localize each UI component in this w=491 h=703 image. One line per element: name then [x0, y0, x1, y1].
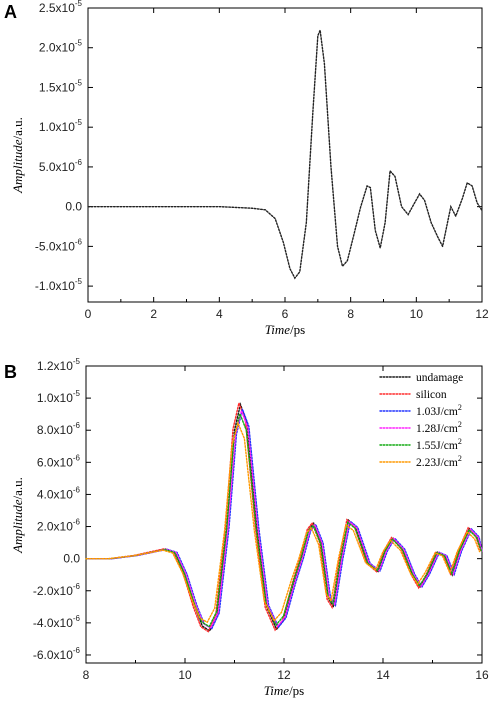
- series-line-1: [85, 402, 483, 632]
- panel-letter-a: A: [4, 2, 17, 22]
- y-axis-title-a-main: Amplitude: [10, 139, 25, 194]
- legend-label: undamage: [416, 372, 463, 384]
- x-tick-labels-a: 0 2 4 6 8 10 12: [85, 307, 489, 321]
- legend-b: undamage silicon 1.03J/cm2 1.28J/cm2 1.55J/c…: [379, 372, 463, 469]
- x-tick-label-a: 12: [475, 307, 489, 321]
- series-group-a: [87, 27, 483, 280]
- series-line-4: [86, 408, 483, 630]
- y-tick-label-b: -4.0x10-6: [33, 614, 81, 630]
- legend-label: 1.55J/cm2: [416, 437, 462, 452]
- y-tick-label-b: 1.2x10-5: [37, 357, 81, 373]
- y-tick-label-b: 1.0x10-5: [37, 389, 81, 405]
- x-axis-title-b: Time/ps: [264, 683, 304, 698]
- x-tick-label-a: 10: [410, 307, 424, 321]
- y-tick-label-b: 2.0x10-6: [37, 518, 81, 534]
- y-axis-title-a: Amplitude/a.u.: [10, 117, 25, 194]
- series-line-a: [87, 27, 483, 280]
- x-axis-title-b-main: Time: [264, 683, 290, 698]
- x-axis-title-b-unit: /ps: [289, 683, 304, 698]
- x-tick-label-b: 10: [178, 668, 192, 682]
- legend-label: silicon: [416, 389, 447, 401]
- x-tick-label-b: 12: [277, 668, 291, 682]
- y-tick-label-b: 4.0x10-6: [37, 485, 81, 501]
- y-tick-label-b: -6.0x10-6: [33, 646, 81, 662]
- y-axis-title-b-main: Amplitude: [10, 499, 25, 554]
- y-tick-label-a: -1.0x10-5: [35, 277, 83, 293]
- y-tick-label-b: -2.0x10-6: [33, 582, 81, 598]
- plot-frame-a: [87, 7, 483, 303]
- x-tick-labels-b: 8 10 12 14 16: [83, 668, 489, 682]
- legend-label: 1.03J/cm2: [416, 403, 462, 418]
- y-tick-label-b: 8.0x10-6: [37, 421, 81, 437]
- legend-label: 2.23J/cm2: [416, 454, 462, 469]
- x-tick-label-b: 16: [475, 668, 489, 682]
- x-axis-title-a: Time/ps: [265, 322, 305, 337]
- y-axis-title-b-unit: /a.u.: [10, 477, 25, 499]
- series-group-b: [85, 400, 483, 633]
- y-tick-label-a: 2.5x10-5: [39, 0, 83, 15]
- series-line-6: [85, 420, 481, 624]
- panel-letter-b: B: [4, 362, 17, 382]
- x-tick-label-a: 0: [85, 307, 92, 321]
- x-tick-label-b: 8: [83, 668, 90, 682]
- panel-b: B 1.2x10-5 1.0x10-5 8.0x10-6 6.0x10-6 4.0x10…: [4, 357, 489, 698]
- y-tick-label-a: 0.0: [65, 200, 82, 214]
- y-tick-label-b: 6.0x10-6: [37, 453, 81, 469]
- x-tick-label-a: 6: [282, 307, 289, 321]
- x-axis-title-a-main: Time: [265, 322, 291, 337]
- ticks-b: [85, 365, 483, 663]
- y-tick-labels-b: 1.2x10-5 1.0x10-5 8.0x10-6 6.0x10-6 4.0x10-6…: [33, 357, 81, 662]
- y-tick-label-b: 0.0: [63, 552, 80, 566]
- y-axis-title-a-unit: /a.u.: [10, 117, 25, 139]
- y-tick-label-a: 5.0x10-6: [39, 158, 83, 174]
- ticks-a: [87, 7, 483, 302]
- y-axis-title-b: Amplitude/a.u.: [10, 477, 25, 554]
- x-tick-label-a: 4: [216, 307, 223, 321]
- x-axis-title-a-unit: /ps: [290, 322, 305, 337]
- x-tick-label-a: 2: [150, 307, 157, 321]
- y-tick-label-a: 1.5x10-5: [39, 78, 83, 94]
- panel-a: A 2.5x10-5 2.0x10-5 1.5x10-5 1.0x10-5 5.0x10…: [4, 0, 489, 337]
- y-tick-label-a: 1.0x10-5: [39, 118, 83, 134]
- legend-label: 1.28J/cm2: [416, 420, 462, 435]
- series-line-2: [85, 400, 482, 633]
- x-tick-label-b: 14: [376, 668, 390, 682]
- x-tick-label-a: 8: [347, 307, 354, 321]
- series-line-3: [87, 406, 483, 630]
- y-tick-label-a: 2.0x10-5: [39, 39, 83, 55]
- y-tick-label-a: -5.0x10-6: [35, 237, 83, 253]
- y-tick-labels-a: 2.5x10-5 2.0x10-5 1.5x10-5 1.0x10-5 5.0x10-6…: [35, 0, 83, 293]
